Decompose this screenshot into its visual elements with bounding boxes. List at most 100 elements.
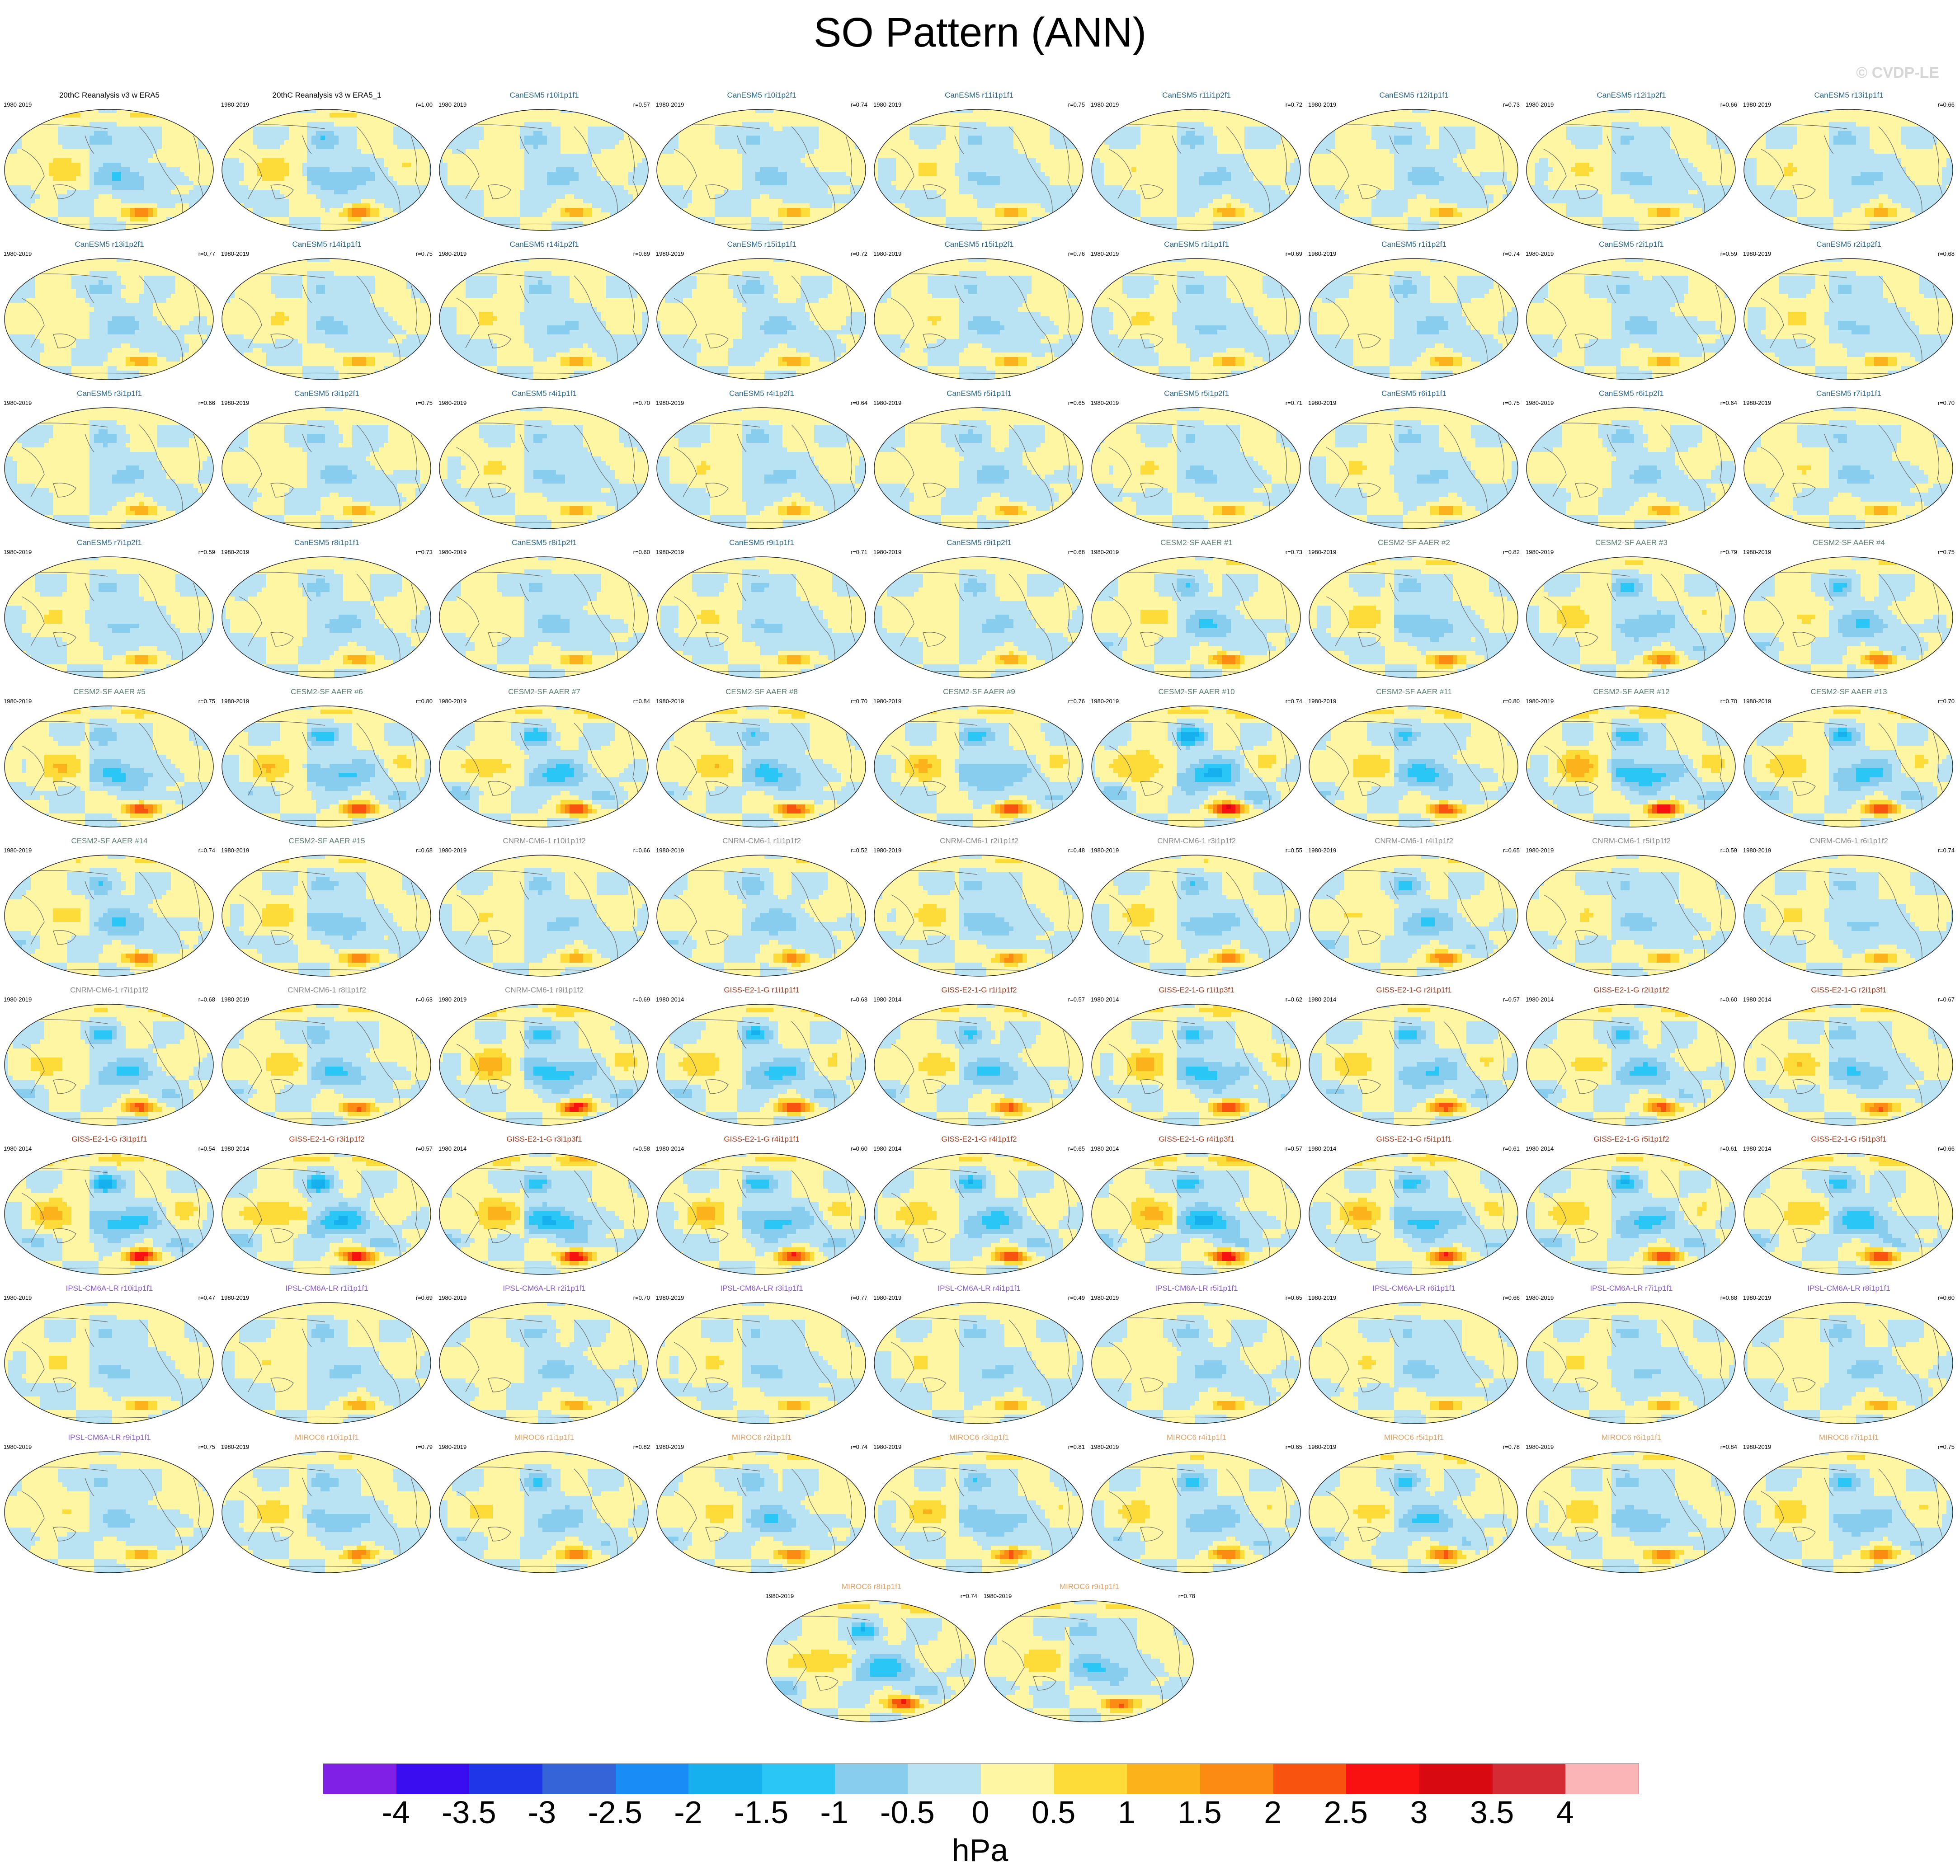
robinson-map [656,854,867,977]
robinson-map [438,407,649,530]
panel-title: CanESM5 r9i1p2f1 [872,538,1086,548]
panel-period: 1980-2019 [438,996,466,1003]
robinson-map [4,1451,214,1574]
panel-pattern-correlation: r=0.60 [633,549,650,556]
panel-period: 1980-2019 [438,250,466,258]
panel-pattern-correlation: r=0.70 [633,1294,650,1302]
map-panel: 20thC Reanalysis v3 w ERA5 1980-2019 [3,90,216,234]
panel-title: CanESM5 r9i1p1f1 [655,538,868,548]
panel-period: 1980-2014 [656,1145,684,1152]
robinson-map [438,258,649,381]
panel-period: 1980-2019 [1743,1294,1771,1302]
colorbar-tick-label: 1 [1118,1793,1135,1831]
map-panel: GISS-E2-1-G r1i1p1f1 1980-2014 r=0.63 [655,985,868,1129]
map-panel: MIROC6 r5i1p1f1 1980-2019 r=0.78 [1307,1433,1521,1576]
panel-pattern-correlation: r=1.00 [416,101,433,108]
robinson-map [438,705,649,828]
map-panel: CanESM5 r12i1p1f1 1980-2019 r=0.73 [1307,90,1521,234]
map-panel: IPSL-CM6A-LR r3i1p1f1 1980-2019 r=0.77 [655,1284,868,1427]
robinson-map [1091,407,1301,530]
panel-period: 1980-2014 [1308,1145,1336,1152]
panel-period: 1980-2019 [1308,1294,1336,1302]
panel-period: 1980-2019 [221,101,249,108]
map-panel: GISS-E2-1-G r3i1p1f2 1980-2014 r=0.57 [220,1134,433,1278]
panel-pattern-correlation: r=0.74 [1286,698,1302,705]
map-panel: GISS-E2-1-G r2i1p1f1 1980-2014 r=0.57 [1307,985,1521,1129]
panel-pattern-correlation: r=0.71 [1286,400,1302,407]
panel-title: CNRM-CM6-1 r8i1p1f2 [220,985,433,995]
panel-period: 1980-2019 [438,847,466,854]
panel-title: CESM2-SF AAER #6 [220,687,433,697]
robinson-map [873,407,1084,530]
panel-title: CESM2-SF AAER #8 [655,687,868,697]
robinson-map [4,854,214,977]
panel-title: CanESM5 r2i1p2f1 [1742,240,1955,249]
panel-period: 1980-2019 [1091,250,1119,258]
colorbar-swatch [688,1764,762,1794]
panel-pattern-correlation: r=0.75 [1503,400,1520,407]
robinson-map [221,1302,432,1425]
panel-pattern-correlation: r=0.54 [198,1145,215,1152]
map-panel: GISS-E2-1-G r4i1p1f2 1980-2014 r=0.65 [872,1134,1086,1278]
panel-title: 20thC Reanalysis v3 w ERA5_1 [220,90,433,100]
panel-title: CanESM5 r8i1p1f1 [220,538,433,548]
panel-period: 1980-2019 [221,1443,249,1451]
map-panel: IPSL-CM6A-LR r8i1p1f1 1980-2019 r=0.60 [1742,1284,1955,1427]
panel-title: CESM2-SF AAER #2 [1307,538,1521,548]
panel-title: GISS-E2-1-G r1i1p3f1 [1090,985,1303,995]
map-panel: CESM2-SF AAER #14 1980-2019 r=0.74 [3,836,216,980]
map-panel: CESM2-SF AAER #5 1980-2019 r=0.75 [3,687,216,831]
robinson-map [438,556,649,679]
panel-pattern-correlation: r=0.77 [198,250,215,258]
map-panel: CNRM-CM6-1 r9i1p1f2 1980-2019 r=0.69 [438,985,651,1129]
map-panel: CNRM-CM6-1 r8i1p1f2 1980-2019 r=0.63 [220,985,433,1129]
panel-pattern-correlation: r=0.69 [1286,250,1302,258]
panel-title: GISS-E2-1-G r4i1p3f1 [1090,1134,1303,1144]
map-panel: GISS-E2-1-G r3i1p1f1 1980-2014 r=0.54 [3,1134,216,1278]
panel-title: IPSL-CM6A-LR r10i1p1f1 [3,1284,216,1293]
colorbar [323,1763,1639,1794]
panel-pattern-correlation: r=0.82 [633,1443,650,1451]
robinson-map [1526,1302,1736,1425]
robinson-map [1308,854,1519,977]
panel-period: 1980-2019 [1308,101,1336,108]
panel-pattern-correlation: r=0.64 [851,400,867,407]
panel-title: GISS-E2-1-G r1i1p1f1 [655,985,868,995]
panel-pattern-correlation: r=0.62 [1286,996,1302,1003]
robinson-map [221,1003,432,1126]
map-panel: CESM2-SF AAER #9 1980-2019 r=0.76 [872,687,1086,831]
robinson-map [1308,1152,1519,1275]
panel-period: 1980-2019 [766,1593,794,1600]
panel-title: CESM2-SF AAER #9 [872,687,1086,697]
robinson-map [656,1152,867,1275]
panel-pattern-correlation: r=0.64 [1720,400,1737,407]
panel-pattern-correlation: r=0.59 [198,549,215,556]
map-panel: CanESM5 r10i1p1f1 1980-2019 r=0.57 [438,90,651,234]
map-panel: MIROC6 r4i1p1f1 1980-2019 r=0.65 [1090,1433,1303,1576]
map-panel: IPSL-CM6A-LR r9i1p1f1 1980-2019 r=0.75 [3,1433,216,1576]
robinson-map [221,258,432,381]
panel-pattern-correlation: r=0.57 [1503,996,1520,1003]
robinson-map [1743,556,1954,679]
panel-title: MIROC6 r2i1p1f1 [655,1433,868,1443]
map-panel: CESM2-SF AAER #10 1980-2019 r=0.74 [1090,687,1303,831]
panel-pattern-correlation: r=0.75 [1068,101,1085,108]
panel-period: 1980-2019 [1526,1294,1554,1302]
robinson-map [873,1302,1084,1425]
panel-period: 1980-2019 [221,698,249,705]
robinson-map [873,1152,1084,1275]
panel-pattern-correlation: r=0.57 [416,1145,433,1152]
map-panel: CESM2-SF AAER #4 1980-2019 r=0.75 [1742,538,1955,682]
panel-pattern-correlation: r=0.70 [1938,400,1955,407]
map-panel: CanESM5 r13i1p1f1 1980-2019 r=0.66 [1742,90,1955,234]
panel-pattern-correlation: r=0.70 [1720,698,1737,705]
panel-title: IPSL-CM6A-LR r9i1p1f1 [3,1433,216,1443]
map-panel: GISS-E2-1-G r5i1p1f2 1980-2014 r=0.61 [1525,1134,1738,1278]
map-panel: MIROC6 r2i1p1f1 1980-2019 r=0.74 [655,1433,868,1576]
panel-period: 1980-2014 [4,1145,32,1152]
panel-period: 1980-2019 [656,549,684,556]
map-panel: CanESM5 r6i1p1f1 1980-2019 r=0.75 [1307,389,1521,532]
panel-pattern-correlation: r=0.68 [1720,1294,1737,1302]
robinson-map [1308,556,1519,679]
colorbar-tick-label: -1 [820,1793,848,1831]
